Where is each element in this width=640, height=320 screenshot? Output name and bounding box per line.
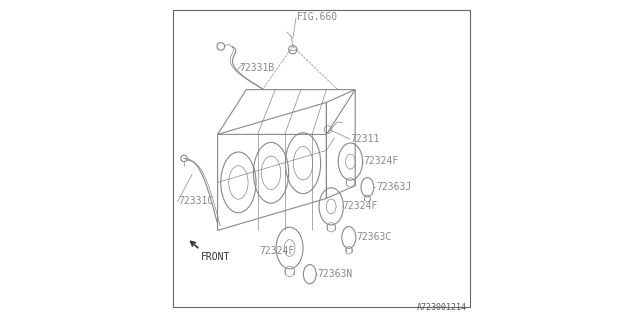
- Text: 72311: 72311: [351, 133, 380, 144]
- Text: 72331C: 72331C: [179, 196, 214, 206]
- Text: 72363J: 72363J: [376, 182, 412, 192]
- Text: 72331B: 72331B: [239, 63, 275, 73]
- Text: 72324F: 72324F: [343, 201, 378, 211]
- Text: FIG.660: FIG.660: [297, 12, 338, 22]
- Text: A723001214: A723001214: [417, 303, 467, 312]
- Text: 72324F: 72324F: [364, 156, 399, 166]
- Text: FRONT: FRONT: [201, 252, 230, 262]
- Text: 72363C: 72363C: [357, 232, 392, 243]
- Text: 72324F: 72324F: [259, 246, 294, 256]
- Text: 72363N: 72363N: [317, 269, 353, 279]
